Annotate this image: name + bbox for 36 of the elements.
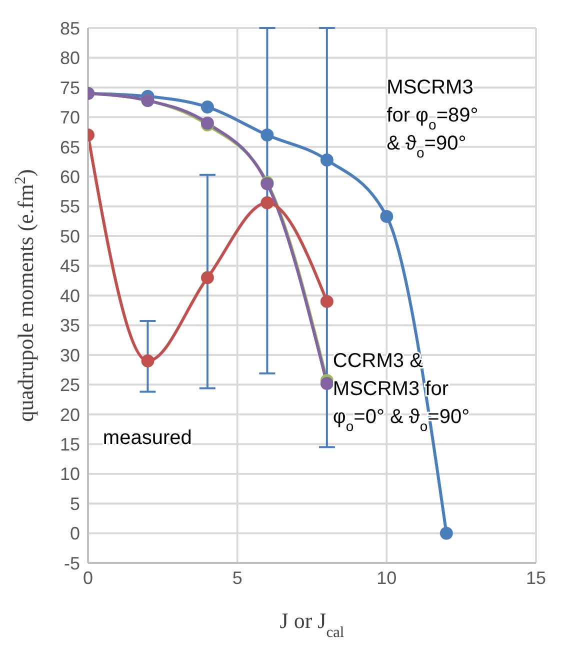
point bbox=[260, 196, 274, 210]
point bbox=[141, 354, 154, 368]
x-tick-label: 15 bbox=[526, 568, 546, 588]
point bbox=[260, 128, 274, 142]
point bbox=[200, 100, 214, 114]
y-tick-label: 80 bbox=[60, 48, 80, 68]
x-tick-label: 10 bbox=[376, 568, 397, 588]
y-tick-label: 10 bbox=[60, 464, 80, 484]
point bbox=[200, 271, 214, 284]
annotation: measured bbox=[102, 427, 192, 450]
y-tick-label: 15 bbox=[60, 434, 80, 454]
y-tick-label: 35 bbox=[60, 316, 80, 336]
annotation: MSCRM3 for φ$_{o}$=89° & ϑ$_{o}$=90° bbox=[386, 76, 478, 160]
y-tick-label: 25 bbox=[60, 375, 80, 396]
point bbox=[380, 210, 394, 223]
y-tick-label: 40 bbox=[60, 286, 80, 306]
y-tick-label: 20 bbox=[60, 404, 80, 425]
y-tick-label: 50 bbox=[60, 226, 80, 246]
point bbox=[320, 153, 334, 166]
y-tick-label: 65 bbox=[60, 137, 80, 158]
y-tick-label: 0 bbox=[70, 524, 80, 544]
y-tick-label: 75 bbox=[60, 78, 80, 98]
y-tick-label: 45 bbox=[60, 256, 80, 276]
point bbox=[320, 294, 334, 308]
y-tick-label: 30 bbox=[60, 345, 80, 366]
point bbox=[440, 526, 453, 540]
point bbox=[320, 376, 334, 390]
y-tick-label: 55 bbox=[60, 196, 80, 217]
y-tick-label: 70 bbox=[60, 108, 80, 128]
x-tick-label: 5 bbox=[232, 568, 242, 588]
y-tick-label: 5 bbox=[70, 494, 80, 514]
y-tick-label: -5 bbox=[64, 553, 80, 574]
x-axis-title: J or J$_{cal}$ bbox=[280, 608, 344, 640]
y-tick-label: 60 bbox=[60, 167, 80, 187]
y-tick-label: 85 bbox=[60, 18, 80, 38]
x-tick-label: 0 bbox=[82, 568, 94, 588]
